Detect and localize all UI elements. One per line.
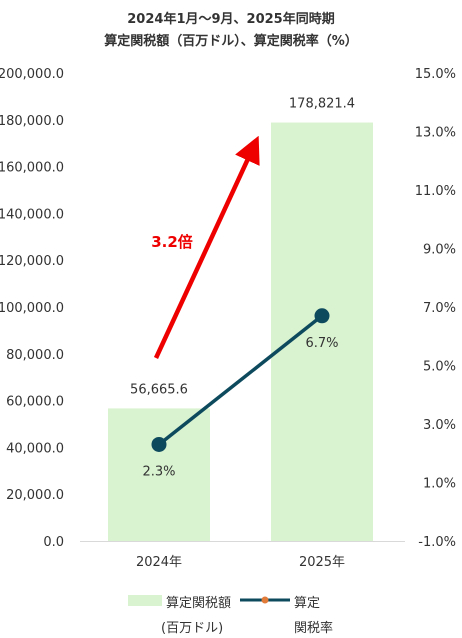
y-left-tick-label: 40,000.0 [6, 441, 64, 456]
legend-bar-label-1: 算定関税額 [166, 596, 232, 611]
x-tick-label: 2024年 [136, 555, 182, 570]
rate-point [151, 436, 167, 452]
y-right-tick-label: 3.0% [423, 418, 456, 433]
growth-arrow [153, 135, 260, 359]
y-right-tick-label: 9.0% [423, 243, 456, 258]
y-left-tick-label: 60,000.0 [6, 395, 64, 410]
y-left-tick-label: 100,000.0 [0, 301, 64, 316]
rate-data-label: 6.7% [305, 336, 338, 351]
bar-data-label: 56,665.6 [130, 382, 188, 397]
rate-line [157, 314, 324, 446]
bar [271, 122, 373, 541]
y-left-tick-label: 200,000.0 [0, 67, 64, 82]
y-left-tick-label: 180,000.0 [0, 114, 64, 129]
x-tick-label: 2025年 [299, 555, 345, 570]
y-right-tick-label: 11.0% [415, 184, 456, 199]
y-right-tick-label: 15.0% [415, 67, 456, 82]
chart-title: 2024年1月～9月、2025年同時期 [127, 12, 335, 27]
y-right-tick-label: 13.0% [415, 126, 456, 141]
y-left-tick-label: 20,000.0 [6, 488, 64, 503]
y-left-tick-label: 80,000.0 [6, 348, 64, 363]
y-left-tick-label: 0.0 [43, 535, 64, 550]
y-right-tick-label: 7.0% [423, 301, 456, 316]
bar [108, 408, 210, 541]
rate-data-label: 2.3% [142, 464, 175, 479]
y-right-tick-label: 5.0% [423, 360, 456, 375]
growth-annotation: 3.2倍 [151, 233, 193, 251]
y-right-tick-label: 1.0% [423, 477, 456, 492]
legend-line-label-1: 算定 [294, 596, 321, 611]
y-right-tick-label: -1.0% [418, 535, 456, 550]
rate-point [314, 308, 330, 324]
bar-data-label: 178,821.4 [289, 97, 355, 112]
legend-line-label-2: 関税率 [294, 621, 334, 636]
chart-subtitle: 算定関税額（百万ドル）、算定関税率（%） [104, 34, 358, 49]
y-left-tick-label: 120,000.0 [0, 254, 64, 269]
legend-bar-label-2: (百万ドル) [161, 621, 224, 636]
y-left-tick-label: 140,000.0 [0, 207, 64, 222]
y-left-tick-label: 160,000.0 [0, 161, 64, 176]
